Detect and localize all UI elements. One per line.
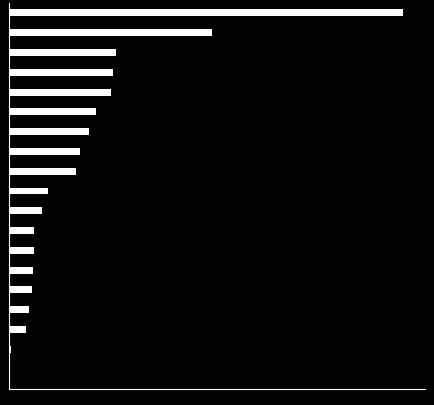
Bar xyxy=(9,267,33,274)
Bar xyxy=(9,50,116,57)
Bar xyxy=(9,307,29,313)
Bar xyxy=(9,287,32,294)
Bar xyxy=(9,366,10,373)
Bar xyxy=(9,168,76,175)
Bar xyxy=(9,70,112,77)
Bar xyxy=(9,129,89,136)
Bar xyxy=(9,188,48,195)
Bar xyxy=(9,109,96,116)
Bar xyxy=(9,346,11,353)
Bar xyxy=(9,90,111,96)
Bar xyxy=(9,30,212,37)
Bar xyxy=(9,11,403,17)
Bar xyxy=(9,228,34,234)
Bar xyxy=(9,208,42,215)
Bar xyxy=(9,149,80,156)
Bar xyxy=(9,247,34,254)
Bar xyxy=(9,326,26,333)
